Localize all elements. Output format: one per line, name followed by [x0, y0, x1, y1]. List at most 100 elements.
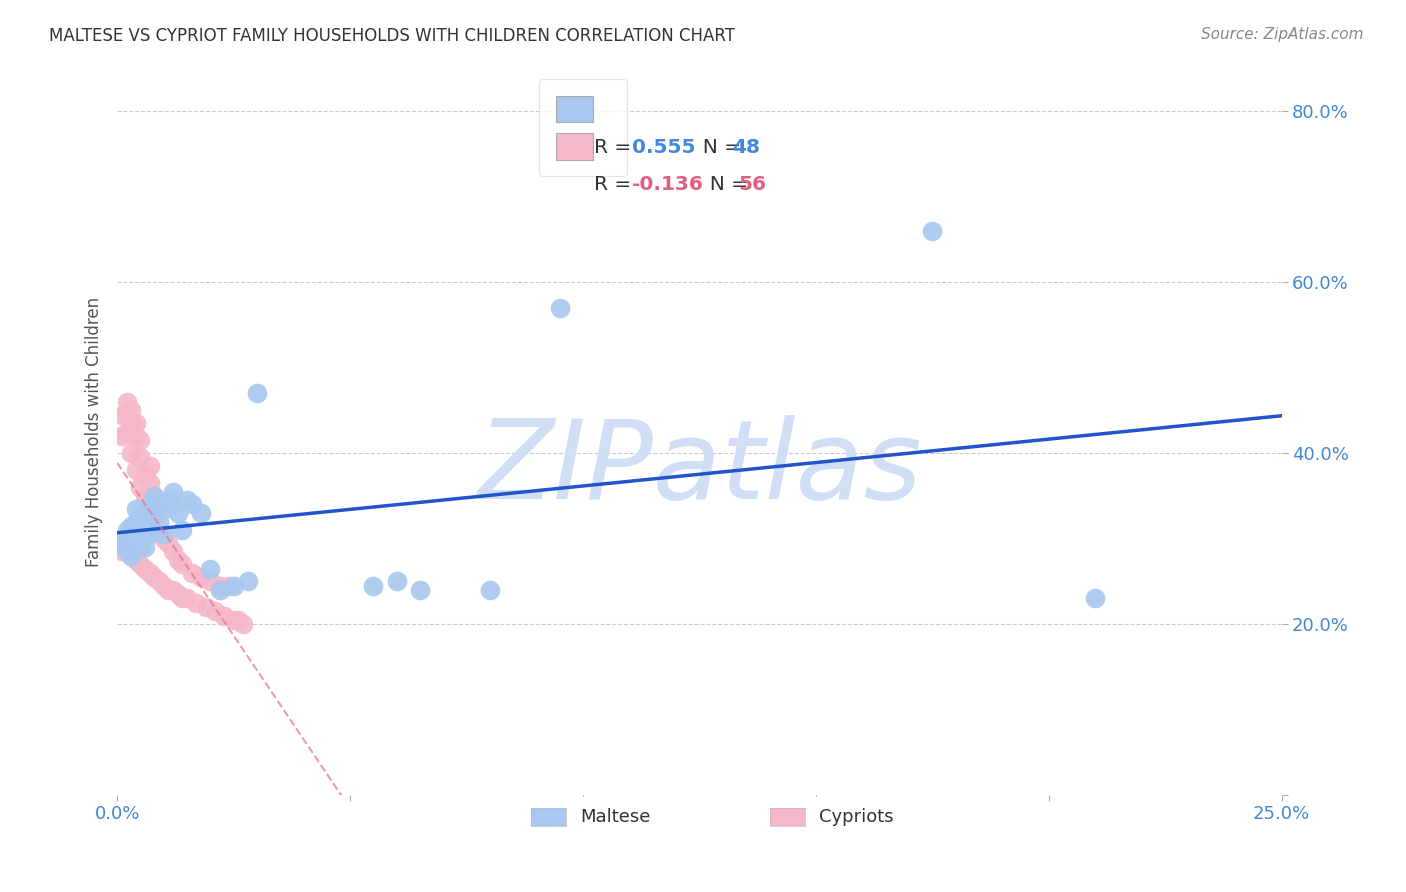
Point — [186, 596, 208, 610]
Point — [139, 566, 162, 580]
Text: Cypriots: Cypriots — [818, 808, 893, 826]
Point — [232, 617, 254, 632]
Point — [115, 536, 138, 550]
Point — [115, 544, 138, 558]
Point — [129, 450, 152, 465]
Point — [111, 544, 134, 558]
Point — [134, 467, 156, 482]
Point — [139, 515, 162, 529]
Point — [222, 613, 245, 627]
Point — [111, 429, 134, 443]
Point — [111, 532, 134, 546]
Point — [125, 515, 148, 529]
Point — [214, 608, 236, 623]
Point — [166, 553, 188, 567]
Legend: , : , — [538, 78, 627, 177]
Point — [129, 518, 152, 533]
Point — [176, 591, 198, 606]
Point — [120, 446, 142, 460]
Point — [148, 515, 170, 529]
Point — [125, 553, 148, 567]
Point — [115, 408, 138, 422]
Point — [143, 510, 166, 524]
Point — [200, 561, 222, 575]
Point — [162, 498, 184, 512]
Point — [548, 301, 571, 315]
Point — [129, 540, 152, 554]
Point — [208, 582, 231, 597]
Point — [236, 574, 259, 589]
Point — [148, 501, 170, 516]
Point — [129, 510, 152, 524]
Point — [148, 523, 170, 537]
Point — [139, 458, 162, 473]
Point — [148, 574, 170, 589]
Point — [129, 480, 152, 494]
Point — [152, 527, 174, 541]
Point — [190, 570, 212, 584]
Point — [115, 425, 138, 439]
Point — [176, 493, 198, 508]
Point — [218, 579, 240, 593]
Point — [120, 549, 142, 563]
Text: Source: ZipAtlas.com: Source: ZipAtlas.com — [1201, 27, 1364, 42]
Point — [134, 540, 156, 554]
Point — [1084, 591, 1107, 606]
Point — [152, 501, 174, 516]
Point — [204, 604, 226, 618]
Point — [143, 489, 166, 503]
Point — [226, 613, 249, 627]
Point — [200, 574, 222, 589]
Point — [120, 549, 142, 563]
Text: 0.555: 0.555 — [633, 138, 696, 157]
Text: Maltese: Maltese — [579, 808, 650, 826]
Point — [152, 532, 174, 546]
Point — [120, 536, 142, 550]
Point — [172, 558, 194, 572]
Point — [129, 434, 152, 448]
Point — [115, 540, 138, 554]
Point — [172, 591, 194, 606]
Point — [157, 493, 180, 508]
Text: N =: N = — [697, 175, 754, 194]
Point — [208, 579, 231, 593]
Point — [120, 416, 142, 430]
Point — [152, 579, 174, 593]
Point — [115, 523, 138, 537]
Point — [478, 582, 501, 597]
Point — [157, 536, 180, 550]
Text: ZIPatlas: ZIPatlas — [477, 415, 921, 522]
Point — [222, 579, 245, 593]
Point — [134, 506, 156, 520]
Text: 56: 56 — [740, 175, 766, 194]
Point — [363, 579, 385, 593]
Point — [134, 523, 156, 537]
Point — [385, 574, 408, 589]
Point — [120, 403, 142, 417]
Point — [162, 582, 184, 597]
Point — [125, 463, 148, 477]
Point — [194, 600, 217, 615]
Point — [143, 489, 166, 503]
Point — [166, 587, 188, 601]
Point — [172, 523, 194, 537]
Point — [180, 498, 202, 512]
Point — [139, 498, 162, 512]
Text: MALTESE VS CYPRIOT FAMILY HOUSEHOLDS WITH CHILDREN CORRELATION CHART: MALTESE VS CYPRIOT FAMILY HOUSEHOLDS WIT… — [49, 27, 735, 45]
Y-axis label: Family Households with Children: Family Households with Children — [86, 297, 103, 566]
Point — [125, 416, 148, 430]
Point — [157, 582, 180, 597]
Point — [139, 498, 162, 512]
Point — [143, 570, 166, 584]
Point — [129, 558, 152, 572]
Point — [921, 224, 943, 238]
Text: N =: N = — [690, 138, 747, 157]
Point — [125, 532, 148, 546]
Text: R =: R = — [595, 138, 638, 157]
Point — [409, 582, 432, 597]
Text: 48: 48 — [733, 138, 759, 157]
Point — [162, 544, 184, 558]
Point — [143, 506, 166, 520]
Point — [143, 523, 166, 537]
Point — [115, 395, 138, 409]
